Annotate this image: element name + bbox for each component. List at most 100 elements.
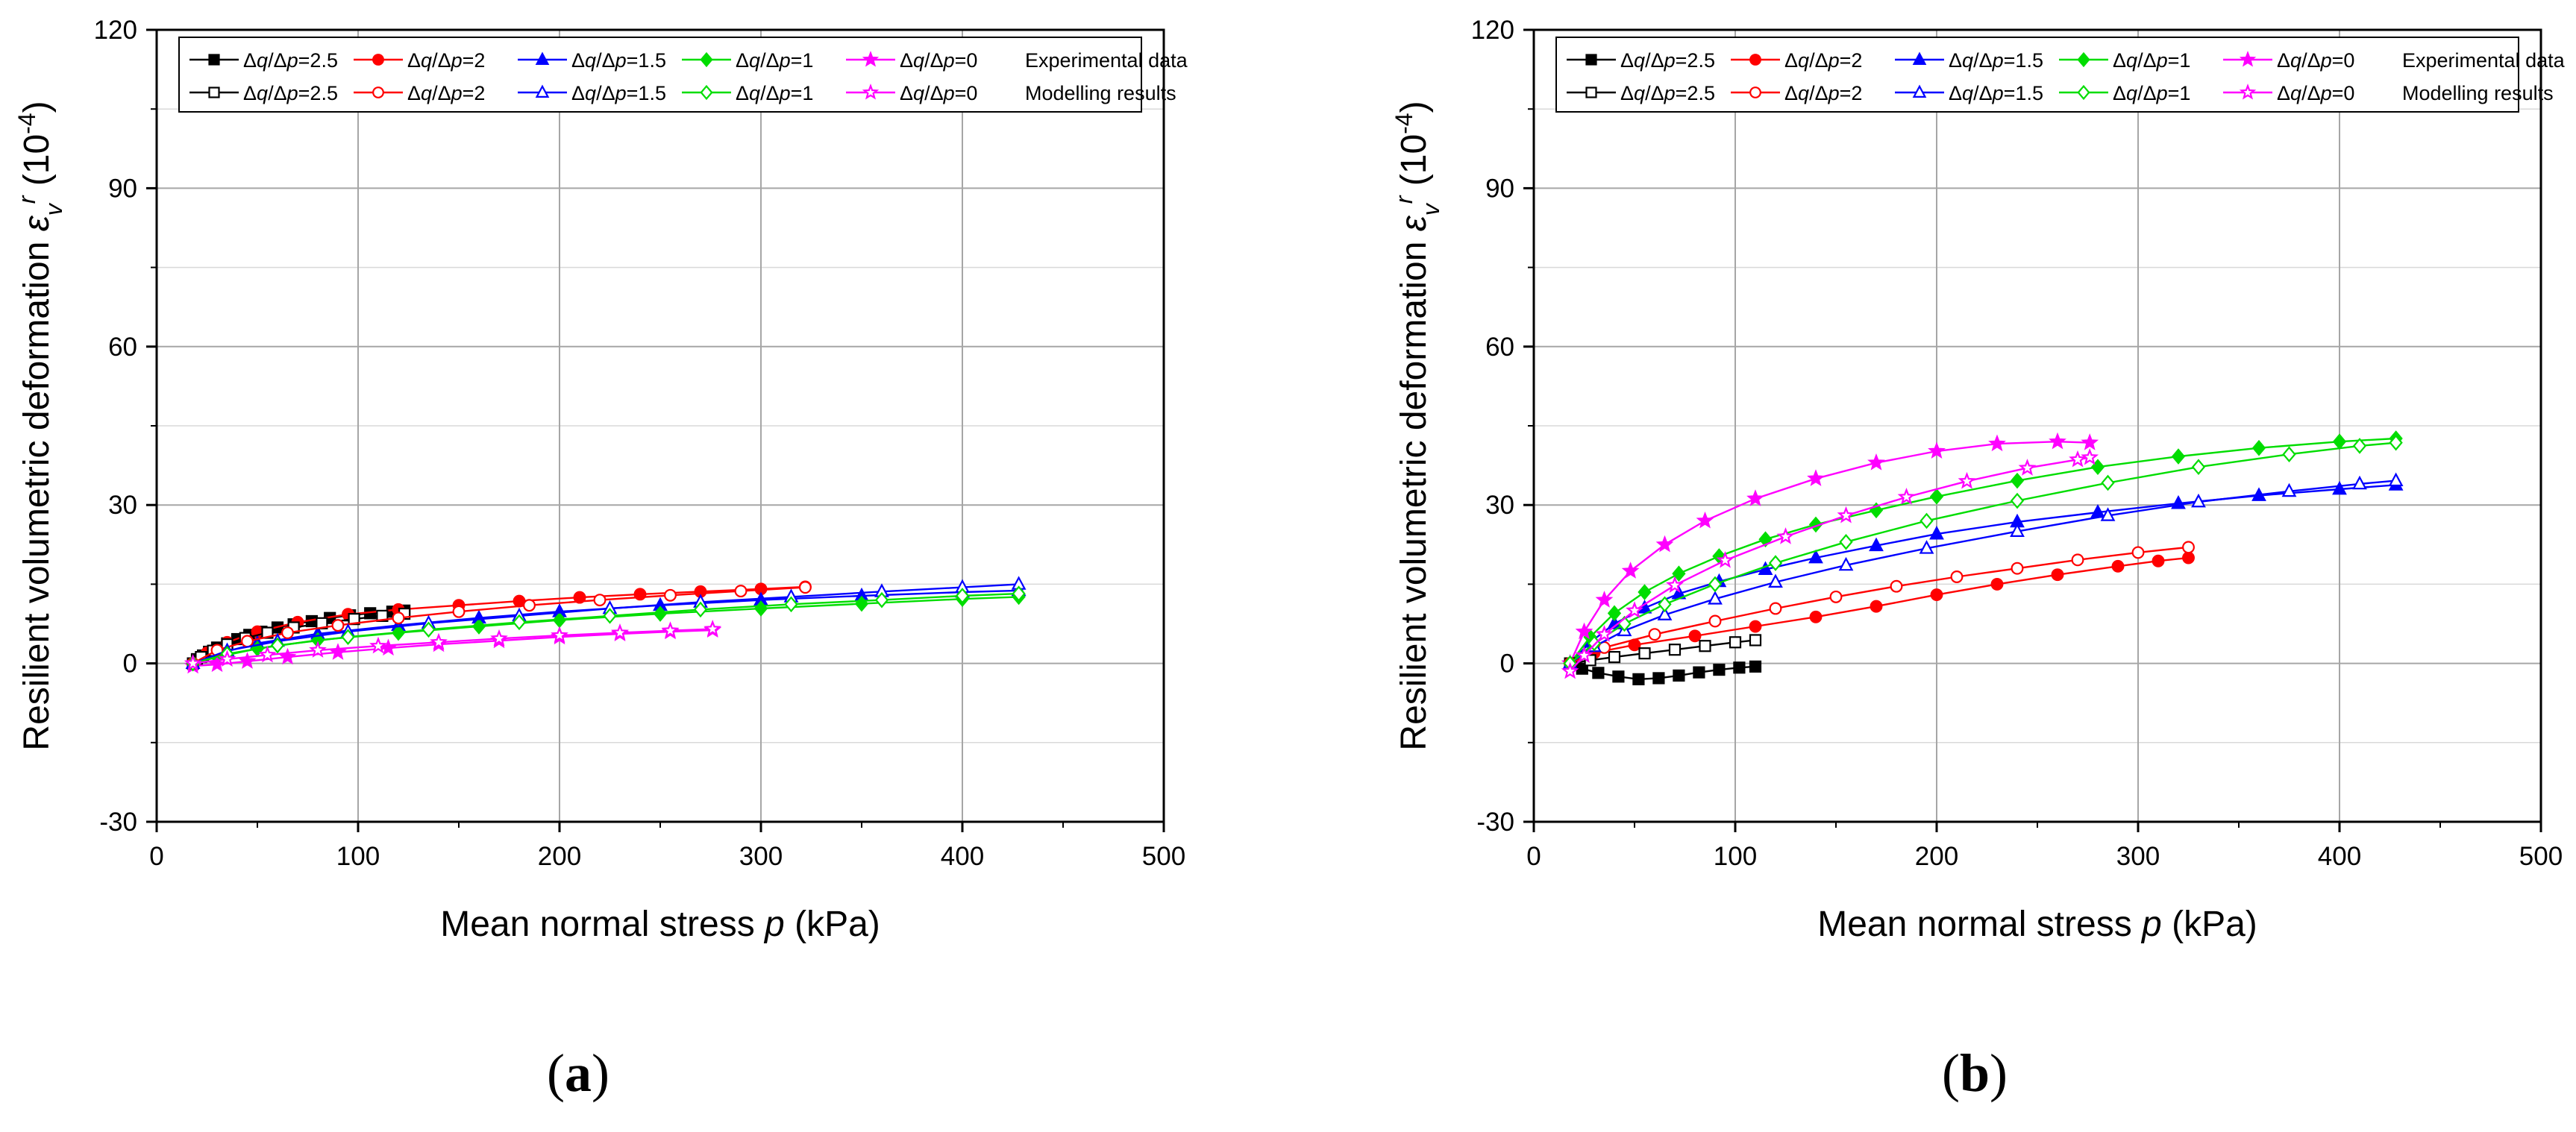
x-tick-label: 500 — [1142, 842, 1185, 871]
data-point — [2171, 448, 2186, 465]
data-point — [2388, 472, 2404, 487]
series-line — [1569, 479, 2396, 664]
legend-marker — [372, 54, 384, 66]
data-point — [1809, 610, 1823, 623]
data-point — [593, 594, 607, 607]
data-point — [1595, 591, 1614, 608]
panel-label-a: (a) — [547, 1043, 609, 1103]
x-tick-label: 100 — [1714, 842, 1757, 871]
data-point — [1929, 488, 1944, 505]
data-point — [1808, 549, 1823, 564]
data-point — [1708, 576, 1723, 593]
data-point — [2010, 492, 2025, 509]
data-point — [2281, 482, 2297, 497]
data-point — [2049, 432, 2066, 450]
data-point — [2011, 562, 2024, 575]
data-point — [734, 585, 748, 598]
data-point — [1658, 596, 1672, 613]
data-point — [1746, 489, 1764, 506]
series-line — [1569, 456, 2090, 672]
legend-entry-label: Δq/Δp=2.5 — [1620, 82, 1715, 104]
legend-entry-label: Δq/Δp=2.5 — [243, 49, 338, 72]
data-point — [261, 626, 274, 639]
legend-a: Δq/Δp=2.5 Δq/Δp=2 Δq/Δp=1.5 Δq/Δp=1 Δq/Δp=0 E… — [178, 37, 1188, 113]
data-point — [2071, 553, 2084, 567]
data-point — [1749, 620, 1762, 633]
legend-marker — [1749, 54, 1761, 66]
data-point — [422, 621, 436, 638]
y-axis-title-a: Resilient volumetric deformation εvr (10… — [13, 101, 67, 750]
data-point — [2332, 480, 2347, 495]
data-point — [573, 591, 586, 604]
data-point — [1929, 526, 1944, 540]
legend-entry-label: Δq/Δp=0 — [900, 82, 977, 104]
legend-entry-label: Δq/Δp=2.5 — [1620, 49, 1715, 72]
data-point — [1638, 647, 1651, 660]
data-point — [1768, 555, 1783, 571]
data-point — [1607, 605, 1622, 622]
y-axis-title-b: Resilient volumetric deformation εvr (10… — [1391, 101, 1444, 750]
data-point — [1920, 512, 1934, 529]
data-point — [1839, 533, 1853, 550]
data-point — [661, 621, 680, 638]
legend-entry-label: Δq/Δp=0 — [900, 49, 977, 72]
data-point — [329, 643, 347, 660]
legend-entry-label: Δq/Δp=2 — [1784, 49, 1862, 72]
series-b-0 — [1564, 657, 1762, 685]
data-point — [1733, 661, 1746, 674]
data-point — [1575, 622, 1593, 640]
legend-entry-label: Δq/Δp=1.5 — [1949, 49, 2043, 72]
x-tick-label: 500 — [2519, 842, 2563, 871]
legend-entry-label: Δq/Δp=0 — [2277, 82, 2354, 104]
y-tick-label: 120 — [94, 16, 137, 45]
data-point — [208, 655, 226, 673]
data-point — [392, 611, 405, 625]
data-point — [955, 588, 970, 604]
data-point — [1652, 672, 1665, 685]
data-point — [611, 623, 629, 641]
data-point — [2389, 434, 2403, 451]
data-point — [238, 652, 257, 669]
y-tick-label: 90 — [1485, 174, 1514, 203]
data-point — [1897, 488, 1916, 505]
legend-group-label: Experimental data — [2402, 49, 2566, 72]
data-point — [184, 654, 202, 671]
y-tick-label: 90 — [108, 174, 137, 203]
x-tick-label: 300 — [2116, 842, 2160, 871]
x-tick-label: 200 — [1915, 842, 1958, 871]
data-point — [1758, 531, 1773, 548]
data-point — [2332, 433, 2347, 450]
y-tick-label: -30 — [99, 808, 137, 837]
data-point — [490, 629, 508, 647]
x-axis-title-b: Mean normal stress p (kPa) — [1817, 905, 2257, 944]
data-point — [2051, 568, 2064, 582]
data-point — [281, 626, 294, 639]
legend-marker — [208, 54, 220, 66]
y-tick-label: 30 — [1485, 491, 1514, 520]
data-point — [1012, 585, 1026, 602]
data-point — [1673, 669, 1685, 682]
x-axis-title-a: Mean normal stress p (kPa) — [440, 905, 880, 944]
legend-entry-label: Δq/Δp=1.5 — [571, 82, 666, 104]
legend-entry-label: Δq/Δp=1 — [2113, 49, 2190, 72]
data-point — [2111, 559, 2125, 573]
x-tick-label: 0 — [149, 842, 163, 871]
data-point — [1561, 661, 1579, 679]
data-point — [703, 620, 722, 637]
data-point — [2191, 493, 2206, 508]
data-point — [1870, 600, 1883, 613]
data-point — [523, 599, 536, 612]
data-point — [1807, 469, 1825, 486]
data-point — [1950, 570, 1964, 583]
data-point — [1672, 565, 1686, 582]
data-point — [1990, 577, 2004, 591]
data-point — [1693, 666, 1705, 679]
series-line — [1570, 546, 2189, 664]
data-point — [1666, 576, 1684, 593]
data-point — [1696, 511, 1714, 529]
data-point — [2191, 459, 2206, 476]
data-point — [551, 626, 568, 644]
legend-marker — [2077, 84, 2090, 101]
legend-marker — [862, 84, 880, 100]
data-point — [369, 636, 387, 654]
